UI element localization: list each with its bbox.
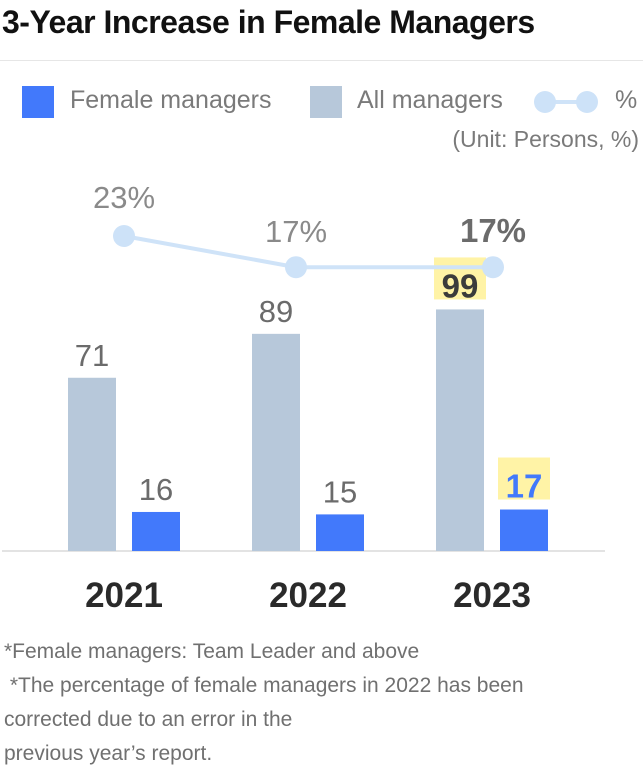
pct-point-2023	[482, 256, 504, 279]
bar-all-2023	[436, 309, 484, 551]
legend-line-dot-left	[534, 91, 556, 113]
legend-swatch-female	[22, 86, 54, 118]
title-divider	[0, 60, 643, 61]
highlight-all-2023	[434, 257, 486, 300]
legend-swatch-all	[310, 86, 342, 118]
pct-label-2021: 23%	[93, 180, 155, 215]
bar-female-2021	[132, 511, 180, 551]
legend: Female managers All managers %	[0, 80, 643, 120]
footnote-2: *The percentage of female managers in 20…	[4, 674, 524, 697]
value-label-female-2023: 17	[506, 468, 543, 505]
highlight-female-2023	[498, 457, 550, 500]
pct-point-2021	[113, 225, 135, 247]
footnote-4: previous year’s report.	[4, 742, 213, 765]
chart-title: 3-Year Increase in Female Managers	[2, 4, 535, 40]
pct-point-2022	[285, 256, 307, 279]
bar-female-2023	[500, 509, 548, 551]
x-tick-2021: 2021	[85, 576, 163, 615]
legend-label-pct: %	[615, 86, 638, 114]
legend-line-dot-right	[576, 91, 598, 113]
value-label-all-2022: 89	[259, 294, 293, 329]
x-tick-2023: 2023	[453, 576, 531, 615]
footnotes: *Female managers: Team Leader and above …	[4, 635, 634, 771]
footnote-3: corrected due to an error in the	[4, 708, 293, 731]
bar-line-chart: 71 16 2021 89 15 2022 99 17 2023 23% 17% 17%	[2, 180, 605, 615]
bar-all-2021	[68, 377, 116, 551]
bar-female-2022	[316, 514, 364, 551]
legend-label-female: Female managers	[70, 86, 272, 114]
x-tick-2022: 2022	[269, 576, 347, 615]
value-label-all-2023: 99	[442, 267, 479, 304]
footnote-1: *Female managers: Team Leader and above	[4, 640, 420, 663]
bar-all-2022	[252, 333, 300, 551]
legend-line-marker	[534, 91, 598, 113]
pct-label-2022: 17%	[265, 214, 327, 249]
pct-label-2023: 17%	[460, 212, 526, 249]
value-label-female-2021: 16	[139, 472, 173, 507]
legend-label-all: All managers	[357, 86, 503, 114]
value-label-all-2021: 71	[75, 338, 109, 373]
value-label-female-2022: 15	[323, 474, 357, 509]
unit-label: (Unit: Persons, %)	[452, 126, 639, 152]
